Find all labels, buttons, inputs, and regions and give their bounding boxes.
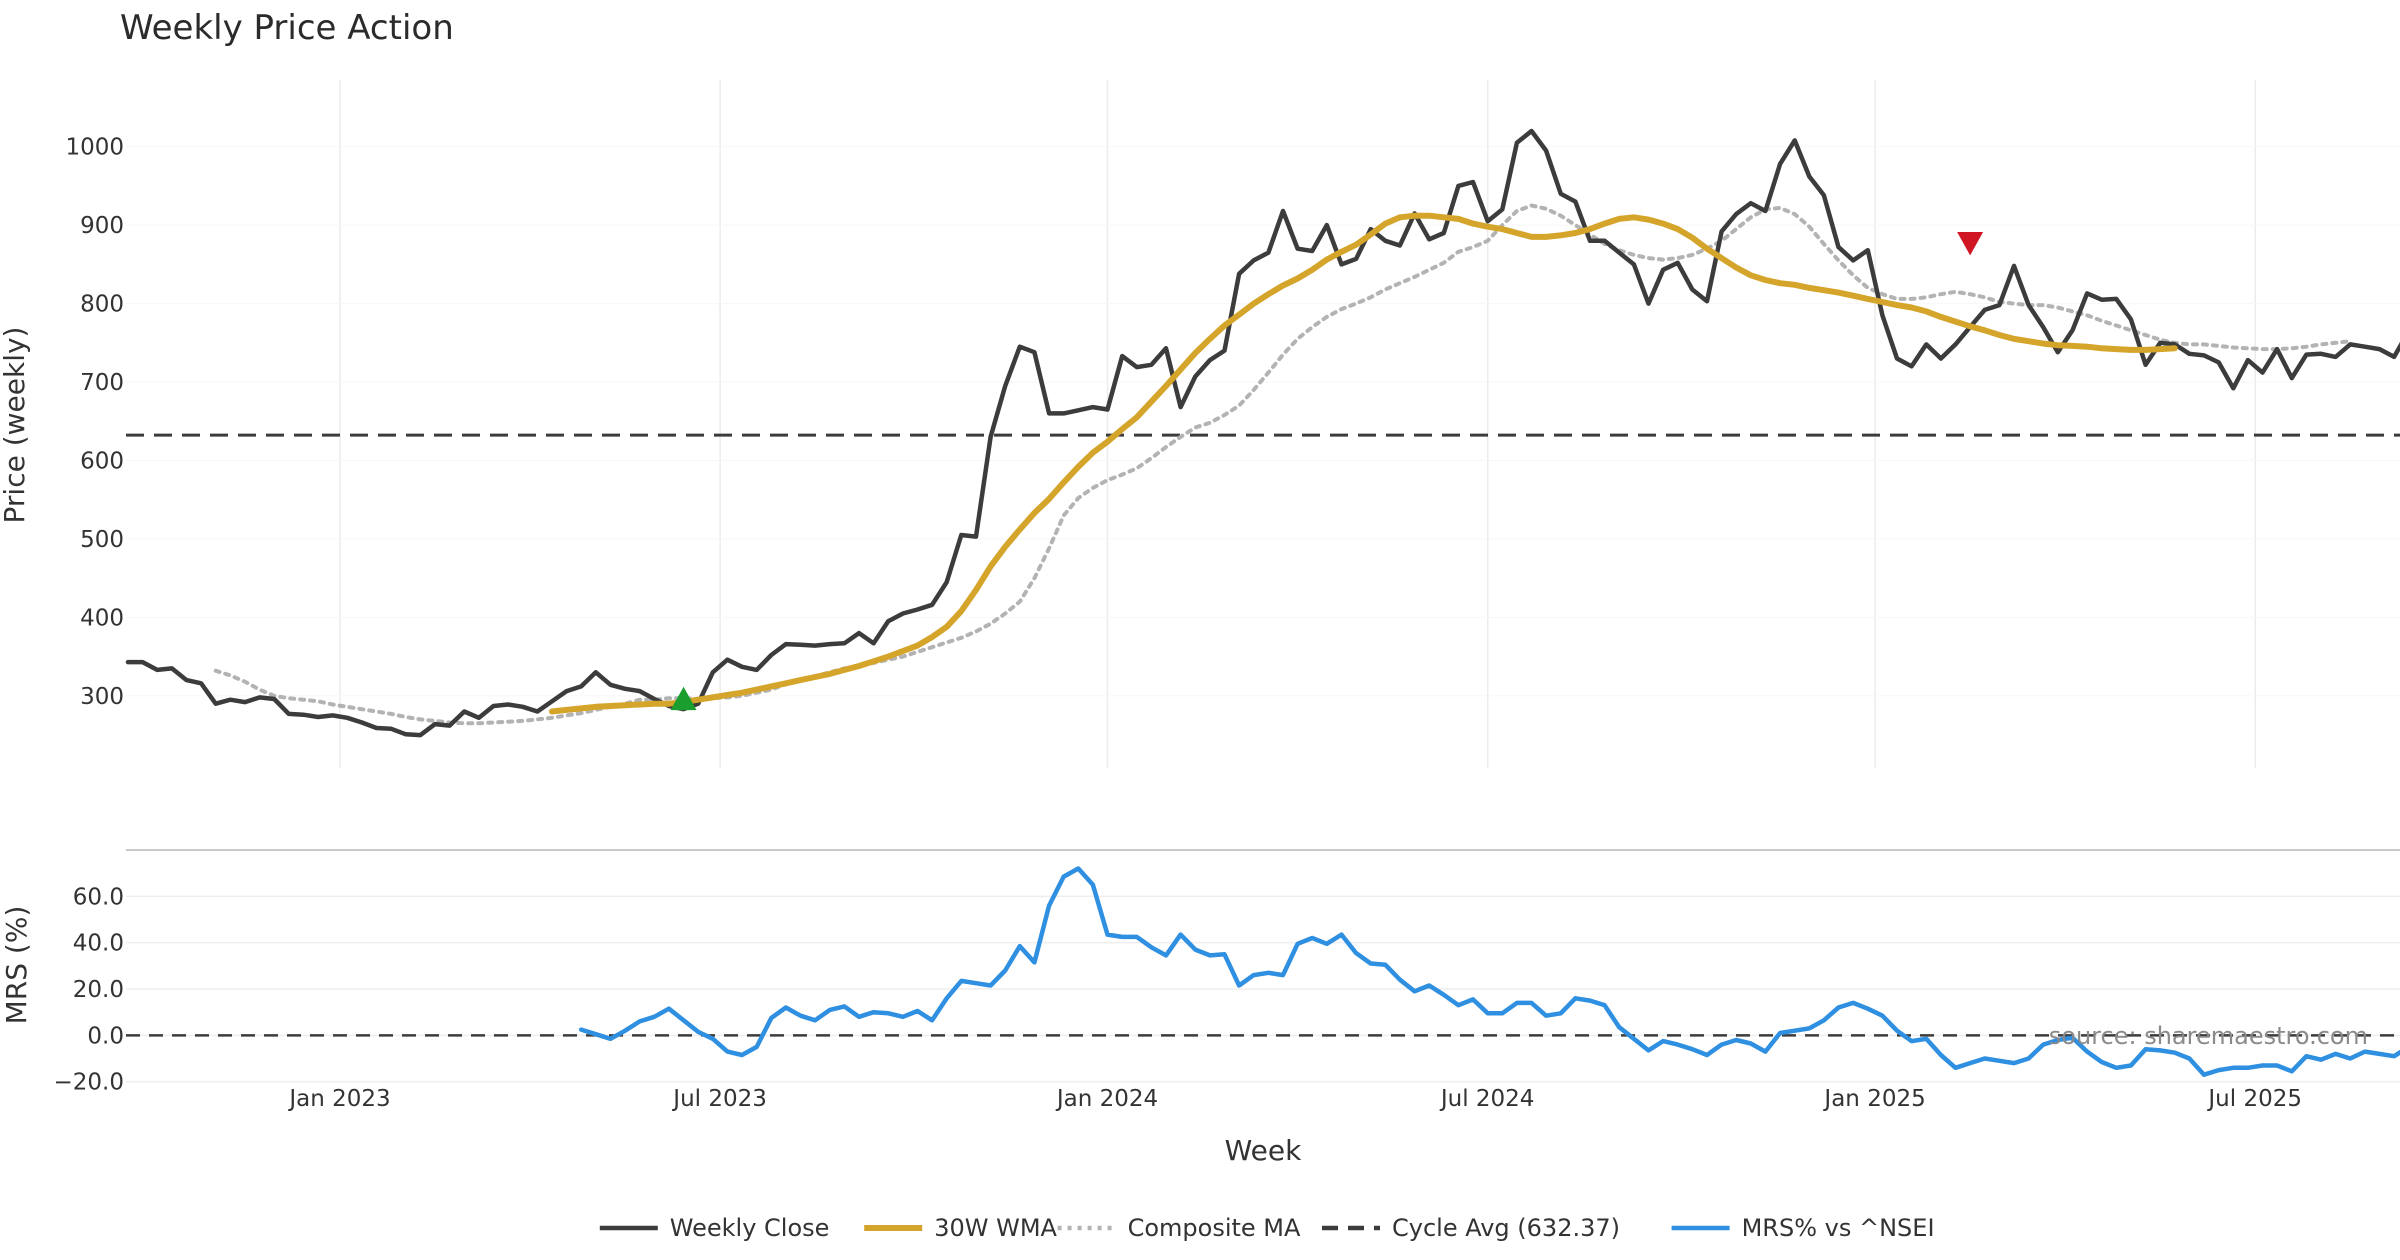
x-tick-label: Jan 2023: [287, 1086, 390, 1112]
composite-ma-line: [213, 203, 2353, 726]
source-credit: source: sharemaestro.com: [2049, 1022, 2368, 1050]
legend-item-close: Weekly Close: [599, 1214, 830, 1242]
legend-label-cycle: Cycle Avg (632.37): [1392, 1214, 1620, 1242]
x-tick-label: Jan 2025: [1822, 1086, 1925, 1112]
chart-title: Weekly Price Action: [120, 8, 454, 48]
legend-item-cycle: Cycle Avg (632.37): [1322, 1214, 1620, 1242]
mrs-y-tick-label: −20.0: [54, 1070, 124, 1096]
price-y-tick-label: 300: [80, 684, 124, 710]
mrs-line: [578, 866, 2400, 1077]
x-tick-label: Jul 2024: [1439, 1086, 1535, 1112]
legend-label-composite: Composite MA: [1128, 1214, 1301, 1242]
legend-item-wma: 30W WMA: [864, 1214, 1058, 1242]
x-axis-label: Week: [1225, 1134, 1302, 1167]
mrs-y-axis-label: MRS (%): [0, 906, 33, 1025]
buy-signal-marker: [670, 686, 697, 711]
wma-30w-line: [549, 212, 2178, 715]
legend-item-composite: Composite MA: [1057, 1214, 1301, 1242]
legend: Weekly Close 30W WMA Composite MA Cycle Avg…: [599, 1214, 1935, 1242]
x-tick-label: Jul 2025: [2206, 1086, 2302, 1112]
mrs-panel: [126, 866, 2400, 1077]
legend-label-mrs: MRS% vs ^NSEI: [1742, 1214, 1935, 1242]
axes: 300 400 500 600 700 800 900 1000 −20.0 0.0 20.0 40.…: [54, 135, 2302, 1112]
price-y-axis-label: Price (weekly): [0, 327, 31, 524]
price-y-tick-label: 900: [80, 213, 124, 239]
price-y-tick-label: 600: [80, 448, 124, 474]
price-y-tick-label: 1000: [65, 135, 124, 161]
price-y-tick-label: 800: [80, 292, 124, 318]
mrs-y-tick-label: 40.0: [73, 931, 124, 957]
gridlines: [126, 80, 2400, 1083]
mrs-y-tick-label: 60.0: [73, 884, 124, 910]
sell-signal-marker: [1957, 231, 1984, 256]
x-tick-label: Jan 2024: [1055, 1086, 1158, 1112]
price-y-tick-label: 500: [80, 527, 124, 553]
x-tick-label: Jul 2023: [671, 1086, 767, 1112]
legend-item-mrs: MRS% vs ^NSEI: [1671, 1214, 1935, 1242]
legend-label-wma: 30W WMA: [934, 1214, 1057, 1242]
weekly-close-line: [125, 128, 2400, 738]
price-y-tick-label: 700: [80, 370, 124, 396]
price-panel: [125, 128, 2400, 738]
price-y-tick-label: 400: [80, 605, 124, 631]
mrs-y-tick-label: 20.0: [73, 977, 124, 1003]
mrs-y-tick-label: 0.0: [87, 1023, 124, 1049]
legend-label-close: Weekly Close: [670, 1214, 830, 1242]
